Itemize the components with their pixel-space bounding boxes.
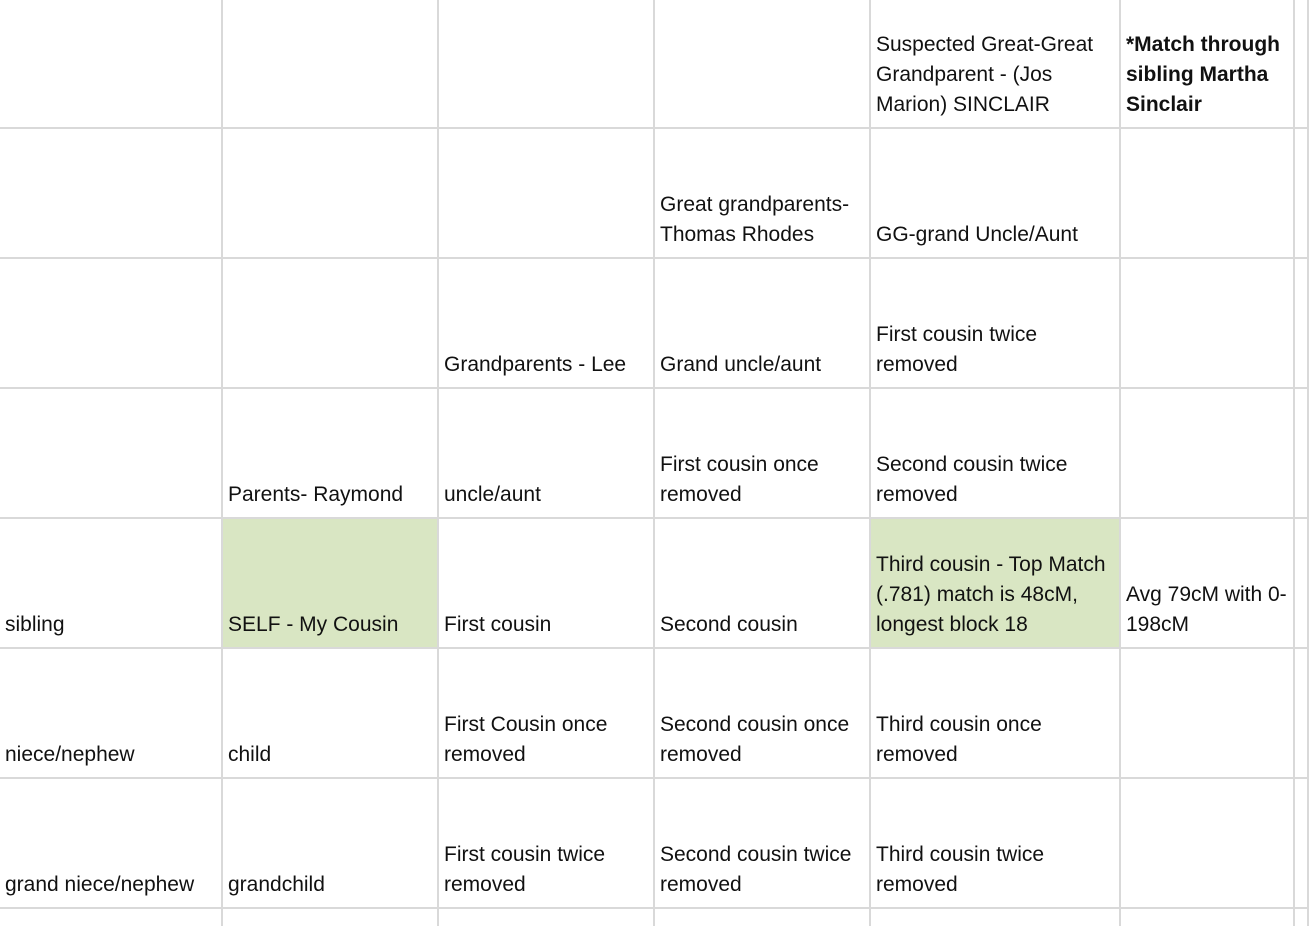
cell-r2-c2[interactable] bbox=[223, 129, 439, 259]
cell-text: Third cousin twice removed bbox=[876, 843, 1045, 896]
cell-r4-c1[interactable] bbox=[0, 389, 223, 519]
cell-text: Second cousin twice removed bbox=[660, 843, 852, 896]
cell-r2-c3[interactable] bbox=[439, 129, 655, 259]
cell-text: Suspected Great-Great Grandparent - (Jos… bbox=[876, 33, 1094, 116]
cell-r2-c6[interactable] bbox=[1121, 129, 1295, 259]
cell-text: Grandparents - Lee bbox=[444, 353, 627, 376]
cell-text: Great grandparents- Thomas Rhodes bbox=[660, 193, 850, 246]
cell-r8-c4[interactable] bbox=[655, 909, 871, 926]
cell-text: uncle/aunt bbox=[444, 483, 541, 506]
cell-r6-c5[interactable]: Third cousin once removed bbox=[871, 649, 1121, 779]
cell-text: SELF - My Cousin bbox=[228, 613, 399, 636]
cell-text: First Cousin once removed bbox=[444, 713, 608, 766]
cell-r7-c6[interactable] bbox=[1121, 779, 1295, 909]
cell-text: Parents- Raymond bbox=[228, 483, 404, 506]
cell-r2-c7[interactable] bbox=[1295, 129, 1309, 259]
cell-text: niece/nephew bbox=[5, 743, 135, 766]
cell-r5-c6[interactable]: Avg 79cM with 0-198cM bbox=[1121, 519, 1295, 649]
cell-r7-c7[interactable] bbox=[1295, 779, 1309, 909]
cell-text: Second cousin once removed bbox=[660, 713, 850, 766]
cell-r7-c4[interactable]: Second cousin twice removed bbox=[655, 779, 871, 909]
cell-text: Grand uncle/aunt bbox=[660, 353, 822, 376]
cell-r6-c7[interactable] bbox=[1295, 649, 1309, 779]
cell-r1-c1[interactable] bbox=[0, 0, 223, 129]
cell-r1-c4[interactable] bbox=[655, 0, 871, 129]
cell-text: child bbox=[228, 743, 272, 766]
cell-r5-c3[interactable]: First cousin bbox=[439, 519, 655, 649]
cell-r2-c5[interactable]: GG-grand Uncle/Aunt bbox=[871, 129, 1121, 259]
cell-r8-c7[interactable] bbox=[1295, 909, 1309, 926]
cell-r6-c6[interactable] bbox=[1121, 649, 1295, 779]
cell-r1-c6[interactable]: *Match through sibling Martha Sinclair bbox=[1121, 0, 1295, 129]
cell-r5-c4[interactable]: Second cousin bbox=[655, 519, 871, 649]
cell-r3-c1[interactable] bbox=[0, 259, 223, 389]
cell-r4-c7[interactable] bbox=[1295, 389, 1309, 519]
cell-r7-c5[interactable]: Third cousin twice removed bbox=[871, 779, 1121, 909]
cell-r5-c2[interactable]: SELF - My Cousin bbox=[223, 519, 439, 649]
cell-r3-c7[interactable] bbox=[1295, 259, 1309, 389]
cell-r8-c2[interactable] bbox=[223, 909, 439, 926]
cell-r3-c4[interactable]: Grand uncle/aunt bbox=[655, 259, 871, 389]
cell-r1-c3[interactable] bbox=[439, 0, 655, 129]
cell-r1-c5[interactable]: Suspected Great-Great Grandparent - (Jos… bbox=[871, 0, 1121, 129]
cell-r8-c3[interactable] bbox=[439, 909, 655, 926]
cell-text: Avg 79cM with 0-198cM bbox=[1126, 583, 1287, 636]
cell-r5-c1[interactable]: sibling bbox=[0, 519, 223, 649]
cell-text: First cousin twice removed bbox=[876, 323, 1038, 376]
cell-r6-c4[interactable]: Second cousin once removed bbox=[655, 649, 871, 779]
cell-r8-c6[interactable] bbox=[1121, 909, 1295, 926]
cell-r5-c7[interactable] bbox=[1295, 519, 1309, 649]
cell-r8-c1[interactable] bbox=[0, 909, 223, 926]
cell-text: sibling bbox=[5, 613, 65, 636]
cell-r3-c5[interactable]: First cousin twice removed bbox=[871, 259, 1121, 389]
cell-r7-c2[interactable]: grandchild bbox=[223, 779, 439, 909]
cell-r2-c4[interactable]: Great grandparents- Thomas Rhodes bbox=[655, 129, 871, 259]
cell-r3-c2[interactable] bbox=[223, 259, 439, 389]
cell-text: grandchild bbox=[228, 873, 325, 896]
cell-text: First cousin once removed bbox=[660, 453, 819, 506]
cell-r6-c3[interactable]: First Cousin once removed bbox=[439, 649, 655, 779]
cell-text: GG-grand Uncle/Aunt bbox=[876, 223, 1078, 246]
cell-r7-c3[interactable]: First cousin twice removed bbox=[439, 779, 655, 909]
cell-text: First cousin bbox=[444, 613, 552, 636]
cell-text: *Match through sibling Martha Sinclair bbox=[1126, 33, 1280, 116]
cell-r3-c6[interactable] bbox=[1121, 259, 1295, 389]
cell-r4-c5[interactable]: Second cousin twice removed bbox=[871, 389, 1121, 519]
cell-r5-c5[interactable]: Third cousin - Top Match (.781) match is… bbox=[871, 519, 1121, 649]
cell-r4-c4[interactable]: First cousin once removed bbox=[655, 389, 871, 519]
cell-text: Second cousin bbox=[660, 613, 798, 636]
cell-text: Second cousin twice removed bbox=[876, 453, 1068, 506]
cell-text: Third cousin - Top Match (.781) match is… bbox=[876, 553, 1106, 636]
cell-text: First cousin twice removed bbox=[444, 843, 606, 896]
cell-r7-c1[interactable]: grand niece/nephew bbox=[0, 779, 223, 909]
cell-r2-c1[interactable] bbox=[0, 129, 223, 259]
cell-r4-c2[interactable]: Parents- Raymond bbox=[223, 389, 439, 519]
cell-r8-c5[interactable] bbox=[871, 909, 1121, 926]
cell-r1-c2[interactable] bbox=[223, 0, 439, 129]
cell-text: Third cousin once removed bbox=[876, 713, 1042, 766]
cell-text: grand niece/nephew bbox=[5, 873, 195, 896]
cell-r6-c2[interactable]: child bbox=[223, 649, 439, 779]
cell-r1-c7[interactable] bbox=[1295, 0, 1309, 129]
cell-r3-c3[interactable]: Grandparents - Lee bbox=[439, 259, 655, 389]
cell-r4-c3[interactable]: uncle/aunt bbox=[439, 389, 655, 519]
cell-r4-c6[interactable] bbox=[1121, 389, 1295, 519]
cell-r6-c1[interactable]: niece/nephew bbox=[0, 649, 223, 779]
